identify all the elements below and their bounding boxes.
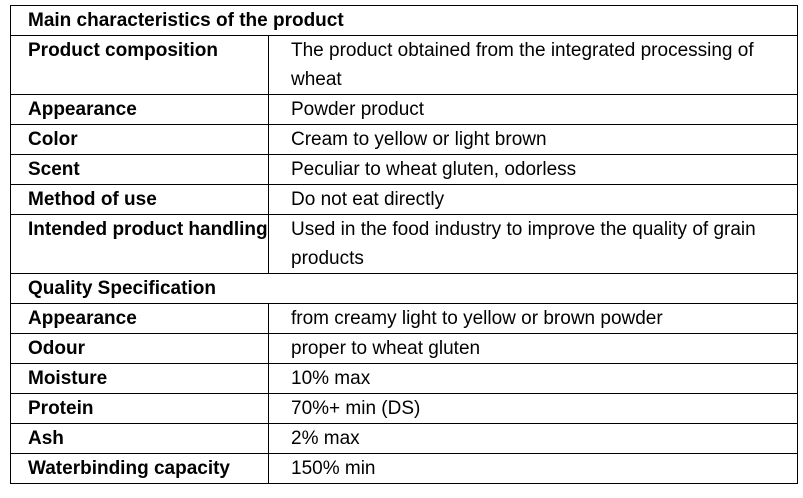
row-value: 70%+ min (DS) xyxy=(268,393,798,424)
row-label: Intended product handling xyxy=(10,214,269,274)
table-row: Odour proper to wheat gluten xyxy=(10,333,798,364)
table-row: Moisture 10% max xyxy=(10,363,798,394)
table-row: Protein 70%+ min (DS) xyxy=(10,393,798,424)
section-title: Main characteristics of the product xyxy=(10,5,798,36)
table-row: Appearance from creamy light to yellow o… xyxy=(10,303,798,334)
row-label: Method of use xyxy=(10,184,269,215)
section-header-row: Quality Specification xyxy=(10,273,798,304)
row-value: Used in the food industry to improve the… xyxy=(268,214,798,274)
table-row: Intended product handling Used in the fo… xyxy=(10,214,798,274)
row-value: Peculiar to wheat gluten, odorless xyxy=(268,154,798,185)
table-row: Scent Peculiar to wheat gluten, odorless xyxy=(10,154,798,185)
row-label: Protein xyxy=(10,393,269,424)
table-row: Waterbinding capacity 150% min xyxy=(10,453,798,484)
row-label: Scent xyxy=(10,154,269,185)
row-value: Cream to yellow or light brown xyxy=(268,124,798,155)
product-spec-table: Main characteristics of the product Prod… xyxy=(10,5,798,484)
row-label: Waterbinding capacity xyxy=(10,453,269,484)
section-title: Quality Specification xyxy=(10,273,798,304)
row-value: from creamy light to yellow or brown pow… xyxy=(268,303,798,334)
row-label: Product composition xyxy=(10,35,269,95)
row-label: Moisture xyxy=(10,363,269,394)
row-value: Powder product xyxy=(268,94,798,125)
table-row: Ash 2% max xyxy=(10,423,798,454)
row-value: Do not eat directly xyxy=(268,184,798,215)
table-row: Appearance Powder product xyxy=(10,94,798,125)
row-value: The product obtained from the integrated… xyxy=(268,35,798,95)
table-row: Method of use Do not eat directly xyxy=(10,184,798,215)
row-label: Ash xyxy=(10,423,269,454)
row-value: proper to wheat gluten xyxy=(268,333,798,364)
table-row: Color Cream to yellow or light brown xyxy=(10,124,798,155)
row-value: 2% max xyxy=(268,423,798,454)
row-value: 150% min xyxy=(268,453,798,484)
row-label: Color xyxy=(10,124,269,155)
section-header-row: Main characteristics of the product xyxy=(10,5,798,36)
row-value: 10% max xyxy=(268,363,798,394)
table-row: Product composition The product obtained… xyxy=(10,35,798,95)
row-label: Appearance xyxy=(10,94,269,125)
row-label: Odour xyxy=(10,333,269,364)
row-label: Appearance xyxy=(10,303,269,334)
